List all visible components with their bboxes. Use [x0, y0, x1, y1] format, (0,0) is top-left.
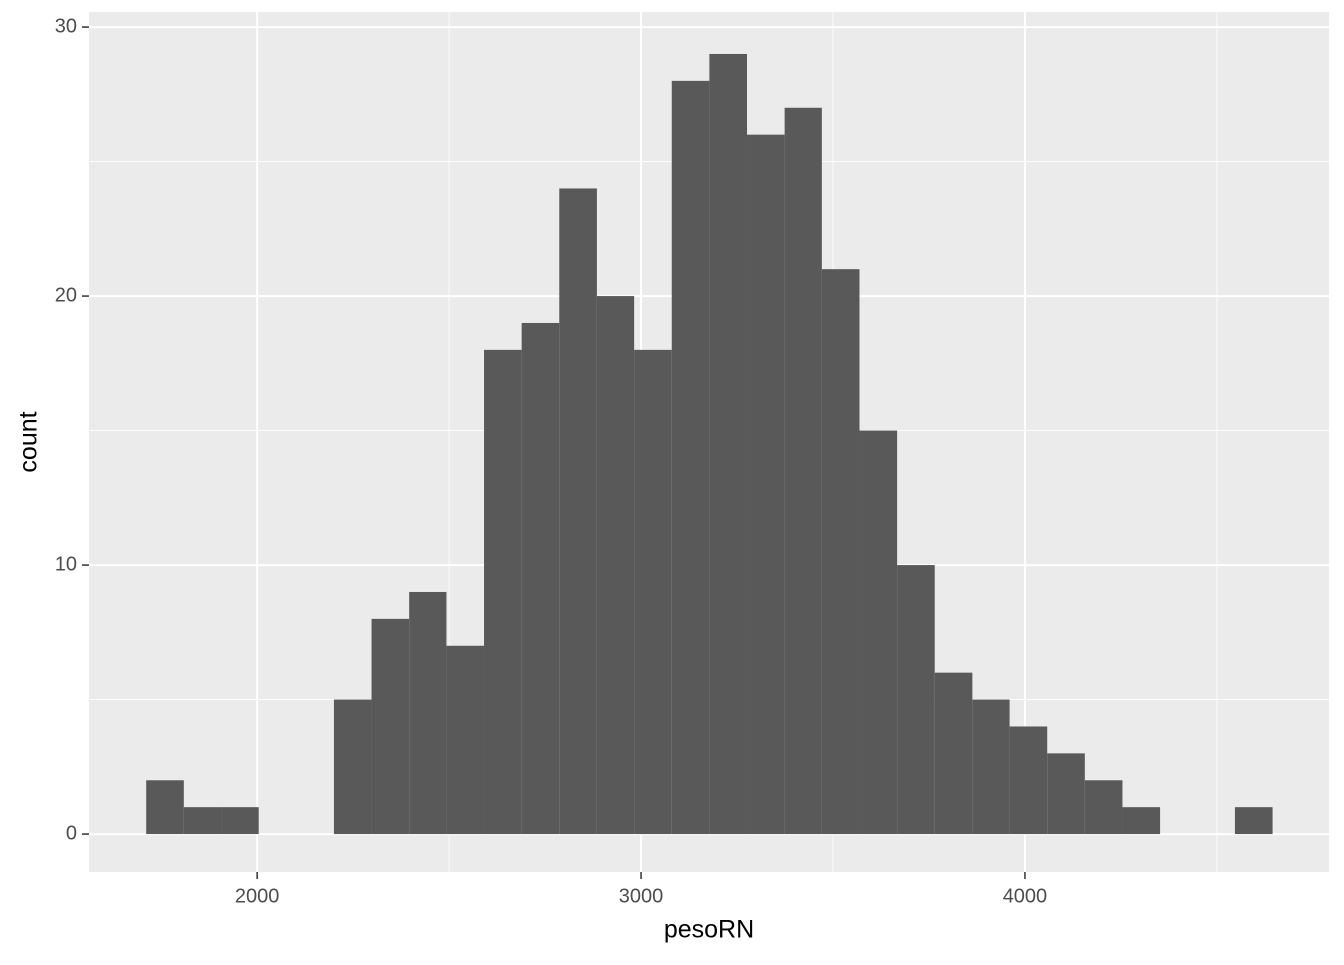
y-axis-title: count [15, 411, 43, 472]
bar [183, 807, 222, 835]
y-tick-label: 20 [55, 284, 77, 306]
bar [521, 322, 560, 835]
x-tick-label: 2000 [235, 885, 280, 907]
y-tick-label: 0 [66, 822, 77, 844]
bar [559, 188, 597, 835]
bar [784, 107, 822, 835]
bar [1234, 807, 1273, 835]
bar [671, 80, 710, 835]
x-tick-label: 4000 [1003, 885, 1048, 907]
bar [146, 780, 184, 835]
y-tick-label: 30 [55, 15, 77, 37]
y-tick-label: 10 [55, 553, 77, 575]
bar [596, 296, 635, 835]
bar [897, 565, 935, 835]
bar [934, 672, 973, 835]
bar [1122, 807, 1161, 835]
bar [821, 269, 860, 835]
bar [446, 645, 485, 835]
bar [371, 618, 410, 835]
x-axis-title: pesoRN [664, 916, 754, 944]
bar [484, 349, 522, 835]
bar [333, 699, 372, 835]
bar [1084, 780, 1123, 835]
bar [409, 591, 447, 835]
bar [709, 53, 748, 835]
bar [1047, 753, 1085, 835]
bar [221, 807, 259, 835]
bar [634, 349, 672, 835]
bar [1009, 726, 1048, 835]
bar [747, 134, 785, 835]
bar [859, 430, 898, 835]
x-tick-label: 3000 [619, 885, 664, 907]
bar [972, 699, 1010, 835]
